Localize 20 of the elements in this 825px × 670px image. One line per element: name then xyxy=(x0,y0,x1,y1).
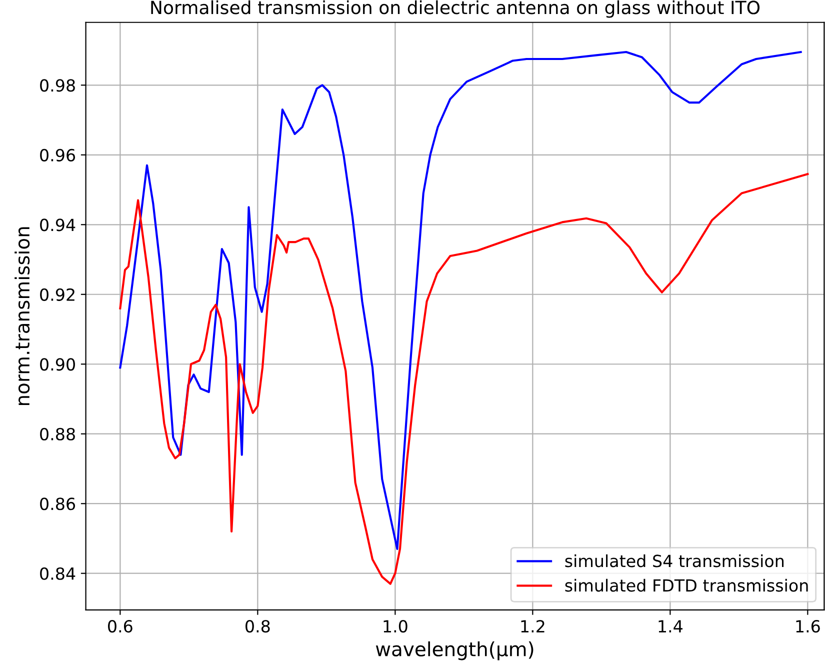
x-tick-label: 1.4 xyxy=(658,620,682,632)
y-axis-title: norm.transmission xyxy=(14,227,30,406)
chart-title: Normalised transmission on dielectric antenna on glass without ITO xyxy=(151,0,760,18)
y-tick-label: 0.88 xyxy=(40,428,75,440)
y-tick-label: 0.86 xyxy=(40,498,76,510)
y-tick-label: 0.96 xyxy=(40,148,76,162)
y-tick-label: 0.98 xyxy=(40,79,75,92)
x-tick-label: 0.8 xyxy=(246,620,270,633)
line-series xyxy=(119,50,802,550)
y-tick-label: 0.90 xyxy=(40,358,75,371)
x-tick-label: 0.6 xyxy=(108,620,132,633)
y-tick-label: 0.84 xyxy=(40,567,76,580)
x-tick-label: 1.2 xyxy=(521,620,544,632)
legend-label: simulated FDTD transmission xyxy=(565,578,808,592)
x-axis-title: wavelength(µm) xyxy=(376,641,534,660)
y-tick-label: 0.92 xyxy=(40,288,74,301)
x-tick-label: 1.0 xyxy=(384,620,408,633)
legend-label: simulated S4 transmission xyxy=(565,554,784,568)
y-tick-label: 0.94 xyxy=(40,218,76,232)
x-tick-label: 1.6 xyxy=(796,620,820,633)
